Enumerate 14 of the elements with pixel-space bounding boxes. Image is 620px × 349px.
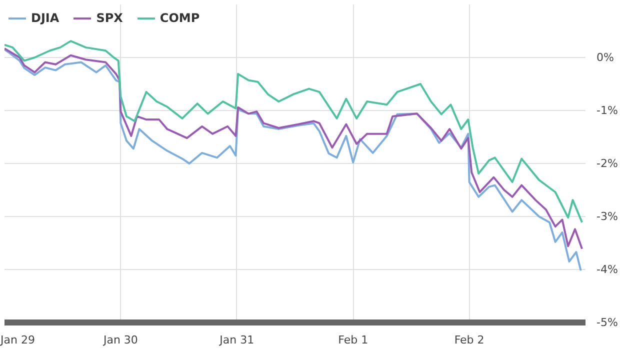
legend-label: SPX	[96, 11, 123, 25]
legend-label: DJIA	[31, 11, 60, 25]
x-tick-label: Jan 31	[218, 334, 254, 346]
x-tick-label: Feb 1	[338, 334, 368, 346]
y-tick-label: -1%	[596, 104, 618, 117]
y-tick-label: -4%	[596, 263, 618, 276]
x-tick-label: Jan 30	[102, 334, 138, 346]
legend-label: COMP	[160, 11, 200, 25]
y-tick-label: -2%	[596, 157, 618, 170]
y-tick-label: -5%	[596, 316, 618, 329]
x-tick-label: Feb 2	[454, 334, 484, 346]
x-tick-label: Jan 29	[0, 334, 35, 346]
y-tick-label: 0%	[596, 51, 614, 64]
y-tick-label: -3%	[596, 210, 618, 223]
